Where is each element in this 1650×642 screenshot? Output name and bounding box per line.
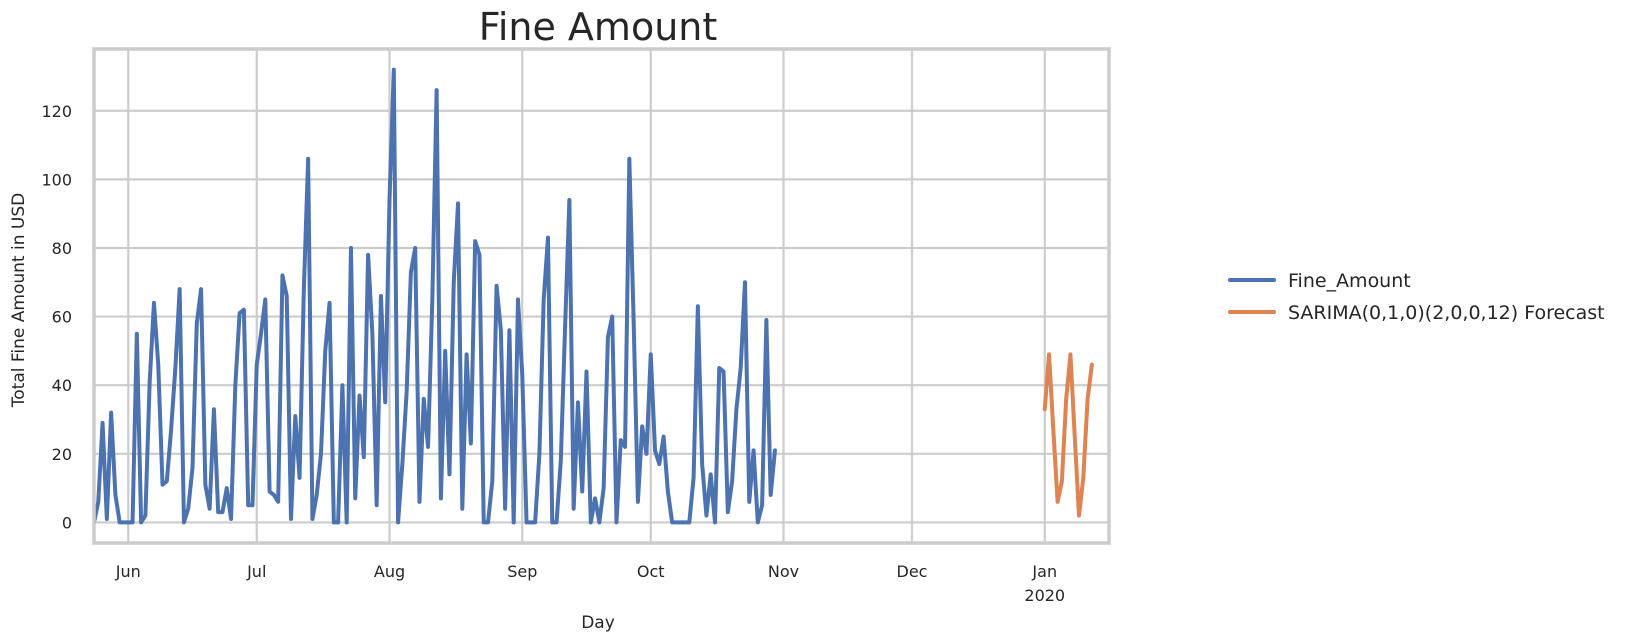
grid <box>94 49 1109 543</box>
y-axis-label: Total Fine Amount in USD <box>9 193 29 408</box>
chart-title: Fine Amount <box>479 5 718 49</box>
x-tick-sublabel: 2020 <box>1024 586 1065 605</box>
x-tick-label: Aug <box>374 562 405 581</box>
x-axis-ticks: Jun Jul Aug Sep Oct Nov Dec Jan 2020 <box>115 562 1065 605</box>
legend: Fine_Amount SARIMA(0,1,0)(2,0,0,12) Forec… <box>1228 270 1605 324</box>
x-axis-label: Day <box>581 613 615 633</box>
x-tick-label: Jun <box>115 562 141 581</box>
x-tick-label: Jul <box>246 562 266 581</box>
x-tick-label: Sep <box>507 562 537 581</box>
x-tick-label: Jan <box>1031 562 1057 581</box>
y-tick-label: 80 <box>52 239 72 258</box>
y-tick-label: 20 <box>52 445 72 464</box>
y-tick-label: 100 <box>41 170 72 189</box>
series-line-2 <box>1042 352 1094 518</box>
plot-lines <box>94 67 1094 525</box>
x-tick-label: Oct <box>637 562 665 581</box>
y-tick-label: 40 <box>52 376 72 395</box>
y-tick-label: 0 <box>62 513 72 532</box>
y-axis-ticks: 0 20 40 60 80 100 120 <box>41 102 72 533</box>
y-tick-label: 120 <box>41 102 72 121</box>
y-tick-label: 60 <box>52 308 72 327</box>
plot-frame <box>92 47 1111 545</box>
series-line-1 <box>94 67 777 525</box>
x-tick-label: Dec <box>897 562 928 581</box>
legend-label: Fine_Amount <box>1288 270 1411 292</box>
legend-label: SARIMA(0,1,0)(2,0,0,12) Forecast <box>1288 302 1605 324</box>
x-tick-label: Nov <box>768 562 799 581</box>
